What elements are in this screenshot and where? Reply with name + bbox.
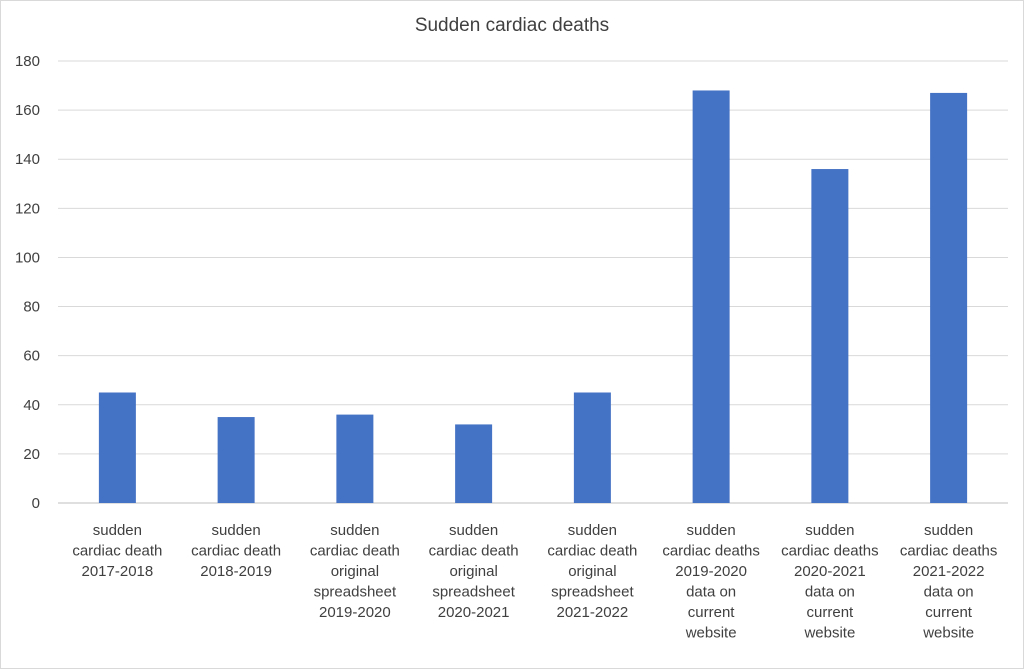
y-tick-label: 60 [23,348,40,365]
bar [98,392,136,503]
x-category-label: sudden cardiac death 2018-2019 [191,522,281,580]
bar [455,424,493,503]
x-category-label: sudden cardiac death 2017-2018 [72,522,162,580]
x-category-label: sudden cardiac death original spreadsheet 20… [429,522,519,621]
gridlines [58,60,1008,504]
x-category-label: sudden cardiac deaths 2019-2020 data on curr… [662,522,760,642]
chart-title: Sudden cardiac deaths [414,15,610,36]
y-tick-label: 140 [15,151,40,168]
y-tick-label: 180 [15,53,40,70]
y-tick-label: 160 [15,102,40,119]
y-tick-label: 0 [32,495,40,512]
bar [217,417,255,503]
y-tick-label: 80 [23,299,40,316]
bar [336,414,374,503]
bar [573,392,611,503]
x-category-label: sudden cardiac death original spreadsheet 20… [310,522,400,621]
bar [930,92,968,503]
bar [811,169,849,504]
y-tick-label: 20 [23,446,40,463]
y-tick-label: 100 [15,249,40,266]
bar [692,90,730,503]
y-axis-ticks: 0 20 40 60 80 100 120 140 160 180 [15,53,40,512]
x-axis-labels: sudden cardiac death 2017-2018 sudden cardia… [72,522,997,642]
bars [98,90,968,504]
x-category-label: sudden cardiac deaths 2020-2021 data on curr… [781,522,879,642]
y-tick-label: 40 [23,397,40,414]
y-tick-label: 120 [15,200,40,217]
x-category-label: sudden cardiac deaths 2021-2022 data on curr… [900,522,998,642]
x-category-label: sudden cardiac death original spreadsheet 20… [547,522,637,621]
